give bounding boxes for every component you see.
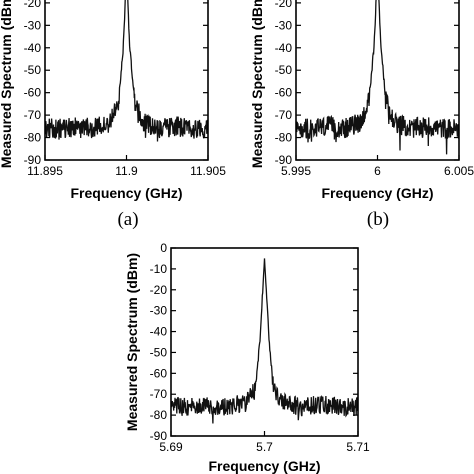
y-tick-label: -80 <box>24 131 42 145</box>
y-tick-label: -40 <box>150 325 168 339</box>
y-tick-label: -50 <box>24 63 42 77</box>
x-tick-label: 11.905 <box>190 164 226 178</box>
panel-caption: (a) <box>117 209 138 230</box>
y-tick-label: -40 <box>275 41 293 55</box>
y-tick-label: -50 <box>275 63 293 77</box>
y-tick-label: -10 <box>150 262 168 276</box>
y-axis-label: Measured Spectrum (dBm) <box>0 0 14 168</box>
y-tick-label: -60 <box>150 366 168 380</box>
y-tick-label: -90 <box>150 429 168 443</box>
y-tick-label: -90 <box>24 153 42 167</box>
y-tick-label: -80 <box>275 131 293 145</box>
chart-panel-1: -90-80-70-60-50-40-30-20-105.99566.005Fr… <box>249 0 474 230</box>
y-tick-label: -60 <box>275 86 293 100</box>
y-tick-label: -20 <box>24 0 42 10</box>
series-line <box>171 258 358 424</box>
y-tick-label: -30 <box>24 18 42 32</box>
y-tick-label: -20 <box>150 283 168 297</box>
y-tick-label: -70 <box>24 108 42 122</box>
y-tick-label: 0 <box>160 241 167 255</box>
x-tick-label: 11.895 <box>27 164 63 178</box>
x-tick-label: 5.69 <box>159 440 183 454</box>
x-tick-label: 5.995 <box>281 164 311 178</box>
plot-frame <box>295 0 460 161</box>
x-axis-label: Frequency (GHz) <box>321 185 433 201</box>
chart-panel-2: -90 -80 -70 -60 -50 -40 -30 -20 -10 0 5.69 5.7 5.71 F… <box>124 241 370 474</box>
panel-caption: (b) <box>367 209 389 230</box>
x-tick-label: 5.71 <box>346 440 370 454</box>
x-axis-label: Frequency (GHz) <box>70 185 182 201</box>
x-axis-label: Frequency (GHz) <box>208 458 320 474</box>
y-tick-label: -30 <box>150 304 168 318</box>
x-tick-label: 6.005 <box>444 164 474 178</box>
series-line <box>296 0 459 155</box>
x-tick-label: 11.9 <box>115 164 138 178</box>
y-tick-label: -70 <box>275 108 293 122</box>
y-tick-label: -30 <box>275 18 293 32</box>
x-tick-label: 5.7 <box>256 440 273 454</box>
y-tick-label: -20 <box>275 0 293 10</box>
x-tick-label: 6 <box>374 164 381 178</box>
y-tick-label: -40 <box>24 41 42 55</box>
y-tick-label: -50 <box>150 345 168 359</box>
y-tick-label: -80 <box>150 408 168 422</box>
y-tick-label: -90 <box>275 153 293 167</box>
chart-panel-0: -90-80-70-60-50-40-30-20-1011.89511.911.… <box>0 0 226 230</box>
y-axis-label: Measured Spectrum (dBm) <box>124 253 140 431</box>
y-tick-label: -70 <box>150 387 168 401</box>
y-axis-label: Measured Spectrum (dBm) <box>249 0 265 168</box>
series-line <box>45 0 208 142</box>
y-tick-label: -60 <box>24 86 42 100</box>
